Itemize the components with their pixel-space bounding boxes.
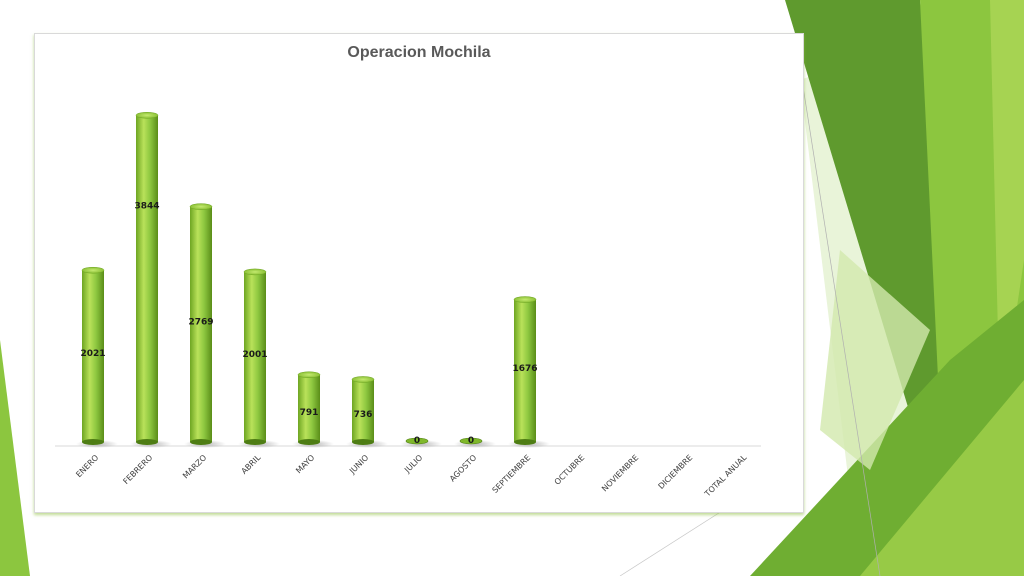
data-label: 0 [414, 436, 420, 446]
x-tick-label: NOVIEMBRE [600, 453, 640, 493]
x-tick-label: ENERO [74, 453, 100, 479]
bg-thin-line [801, 79, 881, 576]
data-label: 3844 [134, 202, 159, 212]
data-label: 1676 [512, 364, 537, 374]
bg-shape-lower-light [860, 380, 1024, 576]
x-tick-label: JUNIO [347, 453, 370, 476]
x-tick-label: DICIEMBRE [657, 453, 695, 491]
bar-mayo [292, 371, 334, 448]
x-tick-label: AGOSTO [448, 453, 478, 483]
x-tick-label: FEBRERO [121, 453, 154, 486]
bar-abril [238, 268, 280, 448]
x-tick-label: SEPTIEMBRE [491, 453, 533, 495]
data-label: 791 [300, 408, 319, 418]
bar-marzo [184, 203, 226, 448]
bar-septiembre [508, 296, 550, 448]
data-label: 736 [354, 410, 373, 420]
data-label: 2769 [188, 317, 213, 327]
chart-area: Operacion Mochila 2021 ENERO 3844 FEBRERO 27… [34, 33, 804, 513]
data-label: 0 [468, 436, 474, 446]
bar-julio [400, 437, 442, 448]
data-label: 2021 [80, 349, 105, 359]
x-tick-label: ABRIL [240, 453, 263, 476]
chart-plot: 2021 ENERO 3844 FEBRERO 2769 MARZO 2001 ABRIL 79… [55, 112, 761, 499]
data-label: 2001 [242, 350, 267, 360]
bar-junio [346, 376, 388, 448]
bar-febrero [130, 112, 172, 448]
chart-title: Operacion Mochila [347, 44, 491, 61]
bar-enero [76, 266, 118, 448]
x-tick-label: OCTUBRE [553, 453, 587, 487]
x-tick-label: JULIO [402, 453, 424, 475]
x-tick-label: MAYO [294, 453, 316, 475]
bg-shape-pale-wedge [820, 250, 930, 470]
bar-agosto [454, 437, 496, 448]
x-tick-label: MARZO [181, 453, 208, 480]
bg-shape-left-sliver [0, 340, 30, 576]
x-tick-label: TOTAL ANUAL [702, 453, 748, 499]
